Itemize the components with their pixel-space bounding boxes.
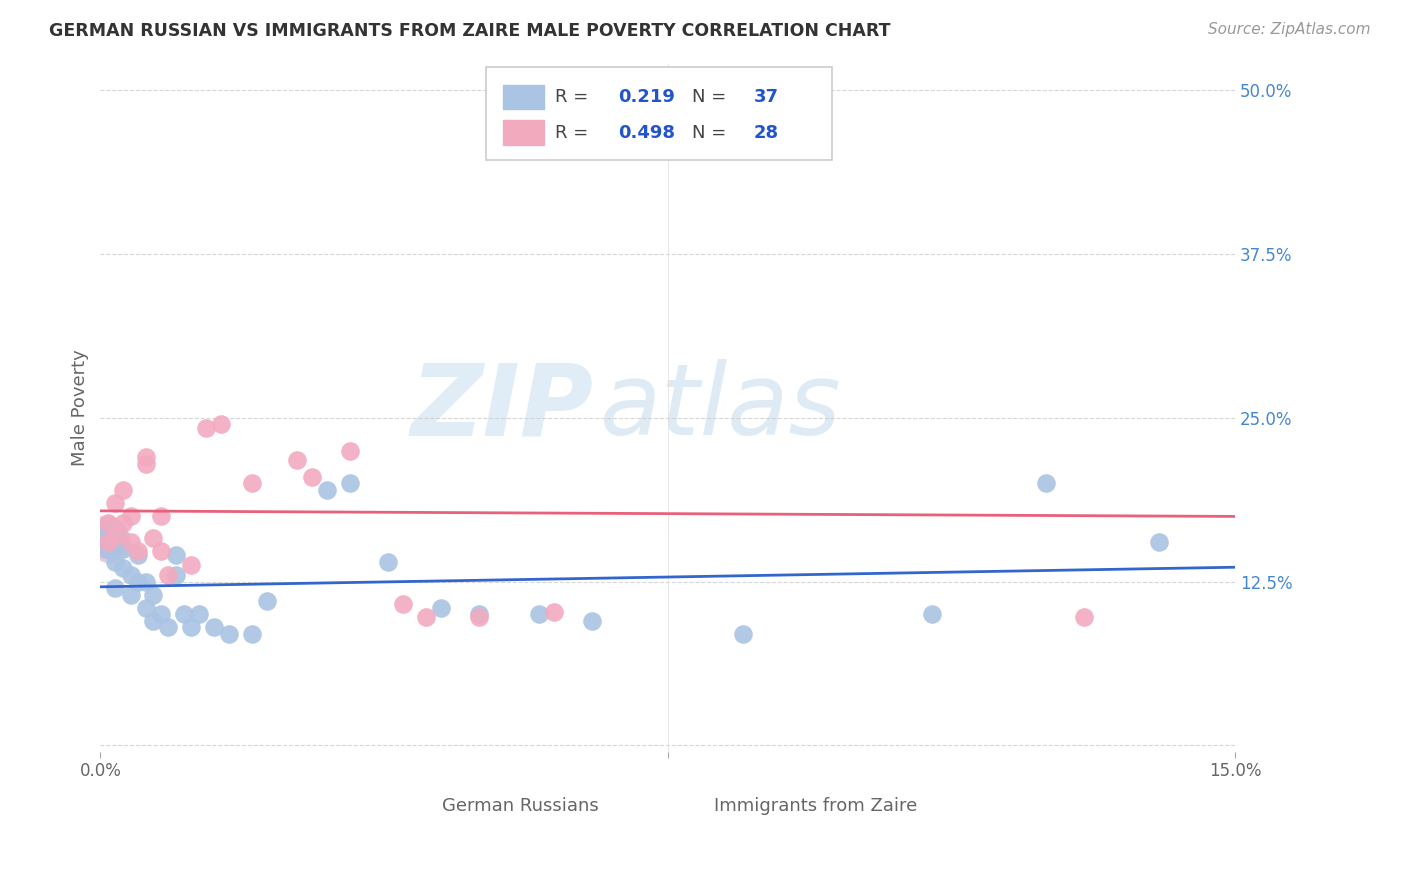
Point: [1149, 535, 1171, 549]
Y-axis label: Male Poverty: Male Poverty: [72, 350, 89, 467]
Point: [96, 529, 118, 543]
FancyBboxPatch shape: [503, 120, 544, 145]
Point: [135, 574, 157, 589]
Point: [120, 588, 142, 602]
Point: [301, 469, 323, 483]
Point: [581, 614, 603, 628]
Point: [218, 627, 240, 641]
Point: [157, 568, 180, 582]
Point: [97, 535, 120, 549]
Point: [127, 549, 149, 563]
Text: R =: R =: [555, 124, 595, 142]
Text: ZIP: ZIP: [411, 359, 593, 457]
Point: [97, 532, 120, 546]
Point: [96, 529, 118, 543]
Point: [1035, 476, 1057, 491]
Point: [165, 568, 187, 582]
Point: [135, 450, 157, 464]
Point: [467, 610, 489, 624]
Text: German Russians: German Russians: [441, 797, 599, 814]
Point: [149, 509, 172, 524]
Point: [104, 496, 127, 510]
FancyBboxPatch shape: [503, 85, 544, 110]
Point: [527, 607, 550, 622]
Point: [149, 544, 172, 558]
Text: 28: 28: [754, 124, 779, 142]
Point: [240, 476, 263, 491]
Text: 0.498: 0.498: [617, 124, 675, 142]
Point: [285, 452, 308, 467]
Point: [142, 588, 165, 602]
Point: [202, 620, 225, 634]
Point: [104, 555, 127, 569]
Text: Source: ZipAtlas.com: Source: ZipAtlas.com: [1208, 22, 1371, 37]
Point: [467, 607, 489, 622]
Point: [209, 417, 232, 432]
Point: [127, 544, 149, 558]
Point: [180, 620, 202, 634]
Point: [127, 574, 149, 589]
Point: [195, 421, 218, 435]
Point: [135, 457, 157, 471]
Point: [921, 607, 943, 622]
Point: [339, 443, 361, 458]
Point: [429, 600, 451, 615]
Point: [256, 594, 278, 608]
Text: 37: 37: [754, 88, 779, 106]
Point: [97, 532, 120, 546]
Point: [120, 568, 142, 582]
Point: [135, 600, 157, 615]
Point: [240, 627, 263, 641]
Point: [120, 509, 142, 524]
Point: [392, 597, 415, 611]
FancyBboxPatch shape: [486, 68, 832, 161]
Text: R =: R =: [555, 88, 595, 106]
Point: [180, 558, 202, 572]
Point: [112, 516, 135, 530]
Point: [104, 529, 127, 543]
Point: [165, 549, 187, 563]
Point: [98, 535, 121, 549]
Point: [97, 529, 120, 543]
Text: N =: N =: [692, 88, 731, 106]
Point: [339, 476, 361, 491]
Point: [98, 535, 121, 549]
Point: [157, 620, 180, 634]
Text: atlas: atlas: [599, 359, 841, 457]
Point: [97, 516, 120, 530]
Text: GERMAN RUSSIAN VS IMMIGRANTS FROM ZAIRE MALE POVERTY CORRELATION CHART: GERMAN RUSSIAN VS IMMIGRANTS FROM ZAIRE …: [49, 22, 891, 40]
Point: [104, 581, 127, 595]
Text: 0.219: 0.219: [617, 88, 675, 106]
Point: [112, 541, 135, 556]
Point: [120, 535, 142, 549]
Point: [187, 607, 209, 622]
Point: [112, 561, 135, 575]
Point: [97, 541, 120, 556]
Point: [1073, 610, 1095, 624]
Point: [142, 532, 165, 546]
Point: [733, 627, 755, 641]
Point: [634, 138, 657, 153]
Point: [97, 522, 120, 536]
Point: [543, 605, 565, 619]
Point: [173, 607, 195, 622]
Point: [149, 607, 172, 622]
Point: [415, 610, 437, 624]
Point: [377, 555, 399, 569]
Point: [112, 483, 135, 497]
Point: [142, 614, 165, 628]
Point: [316, 483, 339, 497]
Text: N =: N =: [692, 124, 731, 142]
Text: Immigrants from Zaire: Immigrants from Zaire: [714, 797, 917, 814]
